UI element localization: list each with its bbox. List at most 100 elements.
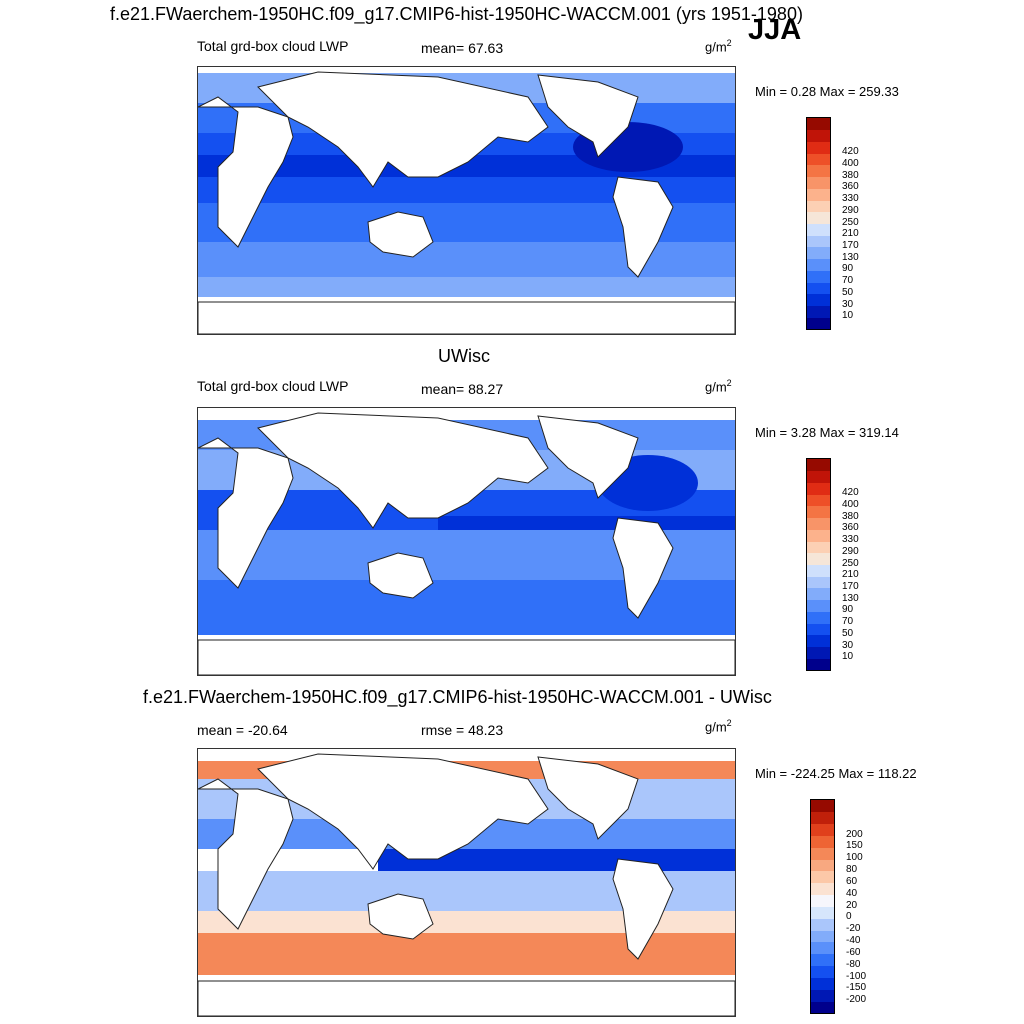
colorbar-tick-label: 420	[842, 487, 859, 499]
colorbar-swatch	[807, 270, 830, 283]
colorbar-swatch	[807, 646, 830, 659]
colorbar-swatch	[807, 564, 830, 577]
colorbar-swatch	[807, 529, 830, 542]
colorbar-swatch	[811, 894, 834, 907]
ocean-band-south-mid	[198, 911, 735, 933]
colorbar-tick-label: 130	[842, 251, 859, 263]
ocean-band-southern	[198, 933, 735, 975]
panel2-mean-label: mean= 88.27	[421, 381, 504, 397]
ocean-band-polar	[198, 277, 735, 297]
colorbar-tick-label: 290	[842, 204, 859, 216]
colorbar-tick-label: 200	[846, 828, 863, 840]
north-america-shape	[537, 415, 639, 499]
colorbar-tick-label: 130	[842, 592, 859, 604]
africa-shape	[198, 437, 294, 589]
panel3-map-canvas	[198, 749, 735, 1016]
colorbar-tick-label: 250	[842, 216, 859, 228]
north-america-shape	[537, 74, 639, 158]
colorbar-tick-label: 80	[846, 864, 858, 875]
colorbar-tick-label: 50	[842, 627, 854, 639]
colorbar-swatch	[807, 223, 830, 236]
south-america-shape	[612, 517, 674, 619]
colorbar-swatch	[807, 211, 830, 224]
panel1-colorbar	[806, 117, 831, 330]
colorbar-swatch	[807, 494, 830, 507]
colorbar-swatch	[811, 953, 834, 967]
colorbar-tick-label: -200	[846, 994, 867, 1006]
panel3-rmse-label: rmse = 48.23	[421, 722, 504, 738]
colorbar-swatch	[807, 258, 830, 271]
panel2-minmax: Min = 3.28 Max = 319.14	[755, 425, 899, 440]
colorbar-swatch	[811, 871, 834, 884]
panel3-colorbar	[810, 799, 835, 1014]
colorbar-swatch	[811, 800, 834, 813]
eurasia-shape	[257, 753, 549, 870]
colorbar-swatch	[811, 906, 834, 919]
season-label: JJA	[748, 14, 802, 46]
antarctica-shape	[198, 980, 735, 1016]
colorbar-tick-label: -40	[846, 935, 861, 946]
colorbar-tick-label: 420	[842, 146, 859, 158]
colorbar-swatch	[807, 282, 830, 295]
colorbar-swatch	[807, 611, 830, 624]
colorbar-swatch	[807, 541, 830, 554]
australia-shape	[367, 552, 434, 599]
colorbar-tick-label: 210	[842, 569, 859, 581]
colorbar-tick-label: 330	[842, 534, 859, 546]
colorbar-tick-label: 380	[842, 510, 859, 522]
colorbar-swatch	[811, 859, 834, 872]
panel3-colorbar-labels: -200 -150 -100 -80 -60 -40 -20 0 20 40 60 80 100 150 2…	[846, 799, 886, 1012]
colorbar-tick-label: 380	[842, 169, 859, 181]
colorbar-swatch	[807, 176, 830, 189]
panel3-map	[197, 748, 736, 1017]
colorbar-tick-label: 20	[846, 899, 858, 911]
colorbar-swatch	[811, 882, 834, 896]
panel2-colorbar	[806, 458, 831, 671]
panel3-minmax: Min = -224.25 Max = 118.22	[755, 766, 917, 781]
panel1-units: g/m2	[705, 38, 732, 55]
colorbar-tick-label: -100	[846, 970, 867, 982]
colorbar-tick-label: 360	[842, 181, 859, 193]
colorbar-tick-label: -20	[846, 923, 861, 935]
antarctica-shape	[198, 639, 735, 675]
colorbar-swatch	[807, 188, 830, 201]
colorbar-tick-label: 400	[842, 498, 859, 510]
colorbar-swatch	[811, 1001, 834, 1014]
colorbar-tick-label: 170	[842, 239, 859, 251]
colorbar-swatch	[811, 811, 834, 825]
eurasia-shape	[257, 71, 549, 188]
colorbar-swatch	[807, 658, 830, 671]
panel2-map	[197, 407, 736, 676]
colorbar-swatch	[811, 930, 834, 943]
colorbar-swatch	[807, 482, 830, 495]
colorbar-swatch	[811, 965, 834, 978]
colorbar-swatch	[807, 129, 830, 142]
antarctica-shape	[198, 301, 735, 334]
africa-shape	[198, 96, 294, 248]
colorbar-tick-label: 100	[846, 852, 863, 864]
colorbar-tick-label: 90	[842, 263, 854, 275]
panel2-map-canvas	[198, 408, 735, 675]
colorbar-tick-label: 210	[842, 228, 859, 240]
colorbar-tick-label: 70	[842, 616, 854, 628]
colorbar-tick-label: 90	[842, 604, 854, 616]
colorbar-swatch	[807, 118, 830, 131]
colorbar-tick-label: 150	[846, 840, 863, 852]
colorbar-tick-label: -80	[846, 958, 861, 970]
colorbar-swatch	[811, 989, 834, 1002]
colorbar-swatch	[807, 305, 830, 318]
colorbar-tick-label: 10	[842, 310, 854, 322]
panel3-title: f.e21.FWaerchem-1950HC.f09_g17.CMIP6-his…	[143, 687, 772, 707]
colorbar-tick-label: 30	[842, 639, 854, 651]
colorbar-swatch	[807, 141, 830, 154]
colorbar-swatch	[811, 918, 834, 931]
colorbar-swatch	[811, 823, 834, 836]
colorbar-tick-label: 0	[846, 911, 852, 923]
colorbar-swatch	[807, 153, 830, 166]
colorbar-swatch	[811, 942, 834, 955]
panel1-map	[197, 66, 736, 335]
colorbar-swatch	[807, 623, 830, 636]
panel3-units: g/m2	[705, 718, 732, 735]
colorbar-swatch	[807, 235, 830, 248]
africa-shape	[198, 778, 294, 930]
